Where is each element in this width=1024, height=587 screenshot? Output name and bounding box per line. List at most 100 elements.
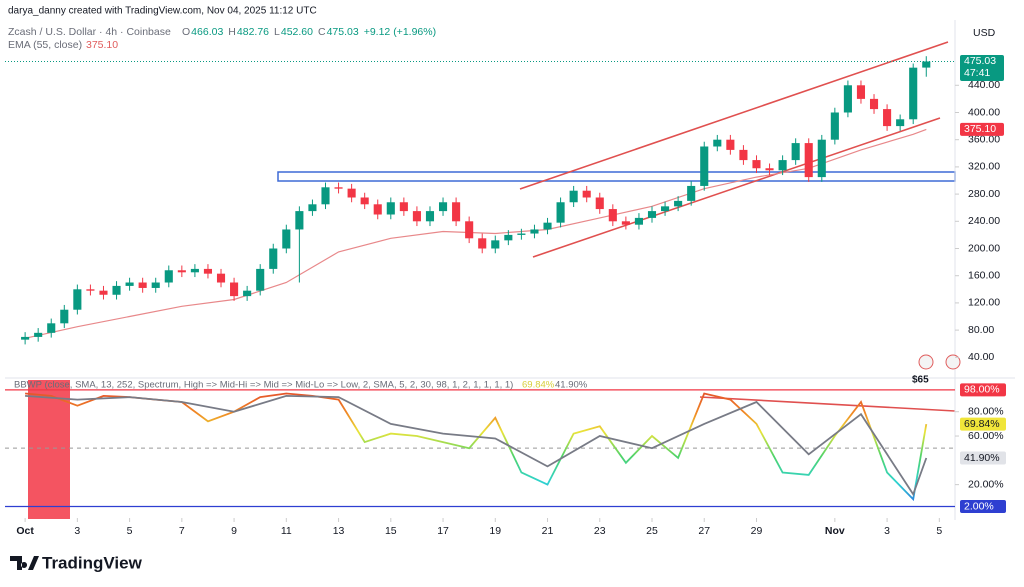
change: +9.12 (+1.96%) (364, 26, 436, 38)
candle-body (73, 289, 82, 310)
candle-body (203, 268, 213, 274)
price-box-label: 2.00% (964, 500, 994, 512)
bbwp-trendline (699, 396, 956, 412)
candle-body (308, 204, 317, 212)
candle-body (804, 143, 813, 178)
price-box (960, 417, 1006, 431)
candle-body (582, 190, 591, 198)
candle-body (661, 206, 670, 212)
candle-body (608, 209, 617, 222)
x-tick-label: 17 (437, 525, 449, 537)
candle-body (883, 109, 892, 127)
x-tick-label: 5 (127, 525, 133, 537)
ohlc-label: C (318, 26, 326, 38)
candle-body (86, 289, 95, 291)
candle-body (778, 160, 787, 171)
y-tick-label: 360.00 (968, 133, 1000, 145)
candle-body (360, 197, 369, 205)
candle-body (190, 268, 199, 273)
candle-body (34, 332, 43, 337)
ema-value: 375.10 (86, 39, 118, 51)
price-box (960, 54, 1004, 81)
bbwp-legend-value: 41.90% (555, 380, 588, 391)
candle-body (256, 268, 265, 291)
candle-body (21, 336, 30, 340)
candle-body (687, 185, 696, 201)
candle-body (765, 168, 774, 171)
highlight-box (28, 380, 70, 519)
candle-body (321, 187, 330, 205)
candle-body (922, 61, 931, 68)
candle-body (452, 202, 461, 222)
event-icon[interactable] (918, 354, 934, 370)
candle-body (569, 190, 578, 203)
candle-body (47, 323, 56, 333)
channel-upper (519, 41, 949, 190)
x-tick-label: 27 (698, 525, 710, 537)
x-tick-label: Nov (825, 525, 845, 537)
y-tick-label: 20.00% (968, 478, 1004, 490)
y-tick-label: 400.00 (968, 106, 1000, 118)
candle-body (504, 234, 513, 241)
brand: TradingView (42, 553, 143, 572)
candle-body (869, 98, 879, 110)
candle-body (138, 282, 147, 288)
candle-body (399, 202, 408, 212)
y-tick-label: 40.00 (968, 351, 994, 363)
candle-body (112, 285, 121, 295)
x-tick-label: 29 (751, 525, 763, 537)
y-tick-label: 440.00 (968, 79, 1000, 91)
candle-body (478, 238, 487, 249)
symbol: Zcash / U.S. Dollar · 4h · Coinbase (8, 26, 171, 38)
ohlc-label: L (274, 26, 280, 38)
countdown: 47:41 (964, 67, 990, 79)
currency: USD (973, 27, 996, 39)
candle-body (621, 221, 630, 225)
y-tick-label: 280.00 (968, 188, 1000, 200)
y-tick-label: 120.00 (968, 297, 1000, 309)
x-tick-label: 15 (385, 525, 397, 537)
ohlc-label: H (228, 26, 236, 38)
candle-body (491, 240, 500, 249)
candle-body (752, 160, 761, 169)
price-box-label: 375.10 (964, 123, 996, 135)
candle-body (843, 85, 852, 113)
candle-body (216, 273, 226, 283)
candle-body (164, 270, 173, 283)
bbwp-legend-value: 69.84% (522, 380, 555, 391)
candle-body (909, 67, 918, 120)
event-icon[interactable] (945, 354, 961, 370)
attribution: darya_danny created with TradingView.com… (8, 6, 317, 17)
candle-body (269, 248, 278, 269)
y-tick-label: 80.00% (968, 406, 1004, 418)
candle-body (425, 211, 435, 222)
candle-body (530, 229, 539, 234)
candle-body (347, 188, 356, 198)
y-tick-label: 320.00 (968, 161, 1000, 173)
ema-line (24, 128, 927, 339)
candle-body (543, 222, 552, 230)
candle-body (125, 282, 134, 286)
x-tick-label: 7 (179, 525, 185, 537)
ohlc-value: 452.60 (281, 26, 313, 38)
bbwp-legend: BBWP (close, SMA, 13, 252, Spectrum, Hig… (14, 380, 513, 391)
range-box (277, 171, 956, 182)
candle-body (830, 112, 839, 140)
candle-body (739, 149, 748, 161)
x-tick-label: 3 (884, 525, 890, 537)
candle-body (856, 85, 866, 99)
candle-body (465, 221, 474, 239)
candle-body (700, 146, 709, 186)
x-tick-label: 9 (231, 525, 237, 537)
candle-body (151, 282, 160, 288)
candle-body (60, 309, 69, 324)
ohlc-label: O (182, 26, 190, 38)
x-tick-label: 25 (646, 525, 658, 537)
indicator-line (25, 392, 928, 502)
candle-body (230, 282, 239, 297)
candle-body (438, 202, 448, 212)
candle-body (99, 290, 108, 295)
x-tick-label: 21 (542, 525, 554, 537)
price-box-label: 98.00% (964, 384, 1000, 396)
